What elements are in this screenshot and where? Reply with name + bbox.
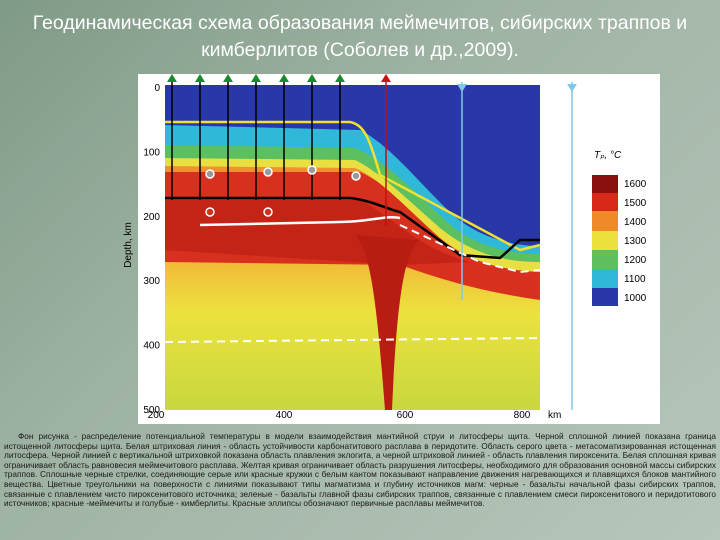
y-tick-label: 500 xyxy=(143,405,160,416)
white-dashed-line xyxy=(399,224,541,274)
y-tick-label: 0 xyxy=(154,83,160,94)
colorbar-tick-label: 1200 xyxy=(624,255,647,266)
surface-markers xyxy=(167,74,577,410)
black-line xyxy=(165,196,540,260)
colorbar-tick-label: 1500 xyxy=(624,198,647,209)
y-tick-label: 200 xyxy=(143,212,160,223)
colorbar-tick-label: 1000 xyxy=(624,293,647,304)
colorbar-label: Tₚ, °C xyxy=(594,150,622,161)
white-curve xyxy=(199,216,401,227)
yellow-curve xyxy=(165,120,541,252)
motion-circles xyxy=(205,165,361,217)
x-tick-label: 800 xyxy=(514,410,531,421)
colorbar xyxy=(592,175,618,306)
caption: Фон рисунка - распределение потенциально… xyxy=(4,431,716,509)
colorbar-tick-label: 1400 xyxy=(624,217,647,228)
y-axis-label: Depth, km xyxy=(123,222,134,268)
x-tick-label: 200 xyxy=(148,410,165,421)
y-tick-label: 400 xyxy=(143,341,160,352)
x-unit: km xyxy=(548,410,561,421)
colorbar-tick-label: 1100 xyxy=(624,274,646,285)
y-tick-label: 100 xyxy=(143,147,160,158)
y-tick-label: 300 xyxy=(143,276,160,287)
x-tick-label: 400 xyxy=(276,410,293,421)
white-dashed-line xyxy=(164,337,541,343)
x-tick-label: 600 xyxy=(397,410,414,421)
colorbar-tick-label: 1300 xyxy=(624,236,647,247)
slide-title: Геодинамическая схема образования меймеч… xyxy=(32,12,688,61)
colorbar-tick-label: 1600 xyxy=(624,179,647,190)
temperature-field xyxy=(165,85,540,410)
